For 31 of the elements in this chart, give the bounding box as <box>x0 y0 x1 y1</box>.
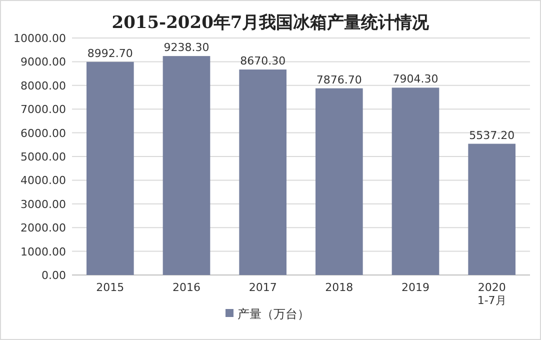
bar <box>162 56 210 275</box>
y-tick-label: 0.00 <box>42 269 66 282</box>
y-tick-label: 4000.00 <box>20 174 66 188</box>
y-tick-label: 3000.00 <box>20 198 66 211</box>
y-tick-label: 9000.00 <box>20 56 66 69</box>
x-tick-label: 2019 <box>402 281 430 294</box>
y-tick-label: 2000.00 <box>20 222 66 235</box>
data-label: 8670.30 <box>240 54 286 68</box>
bar <box>392 88 440 275</box>
y-tick-label: 6000.00 <box>20 126 66 140</box>
y-tick-label: 7000.00 <box>20 103 66 116</box>
x-tick-label: 2018 <box>325 281 354 294</box>
y-tick-label: 1000.00 <box>20 245 66 258</box>
bar <box>316 88 363 275</box>
y-tick-label: 5000.00 <box>20 150 66 164</box>
x-tick-label: 2020 1-7月 <box>477 281 506 307</box>
chart-title: 2015-2020年7月我国冰箱产量统计情况 <box>112 13 430 33</box>
x-tick-label: 2015 <box>96 281 124 294</box>
x-tick-label: 2016 <box>172 281 200 294</box>
data-label: 7876.70 <box>316 73 362 86</box>
bar <box>239 70 286 275</box>
x-tick-label: 2017 <box>248 281 277 294</box>
legend-label: 产量（万台） <box>238 307 310 321</box>
data-label: 9238.30 <box>164 41 210 54</box>
bar <box>86 62 134 275</box>
data-label: 7904.30 <box>392 72 438 86</box>
y-tick-label: 8000.00 <box>20 79 66 92</box>
data-label: 5537.20 <box>469 128 515 142</box>
y-tick-label: 10000.00 <box>14 32 66 45</box>
data-label: 8992.70 <box>87 46 133 60</box>
bar <box>468 144 516 275</box>
